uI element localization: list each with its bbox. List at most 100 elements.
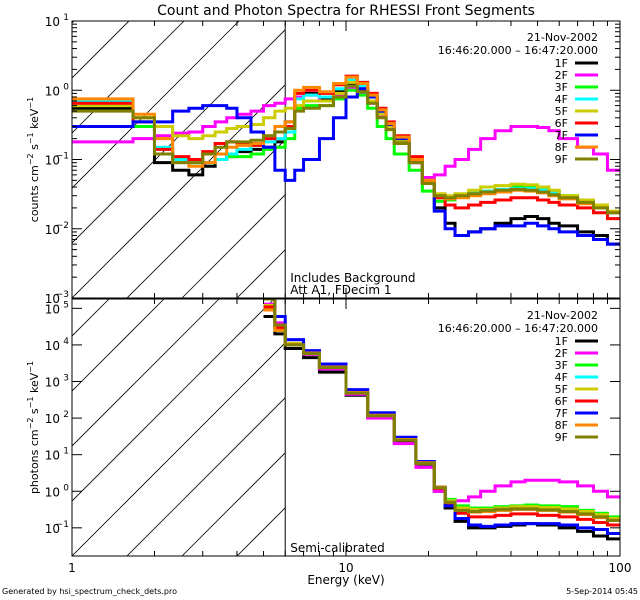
legend-label: 6F — [555, 117, 568, 130]
legend-label: 6F — [555, 395, 568, 408]
legend-label: 2F — [555, 69, 568, 82]
legend-label: 2F — [555, 347, 568, 360]
annotation-text: Semi-calibrated — [290, 541, 385, 555]
hatch-region — [72, 299, 640, 556]
series-group — [72, 74, 620, 246]
footer-generated-by: Generated by hsi_spectrum_check_dets.pro — [2, 587, 177, 596]
y-axis-label: photons cm−2 s−1 keV−1 — [26, 361, 41, 494]
hatch-line — [402, 21, 640, 298]
hatch-line — [292, 21, 569, 298]
annotation-text: Att A1, FDecim 1 — [290, 283, 391, 297]
series-line-7F — [263, 299, 620, 536]
y-axis-label-part: keV — [28, 108, 41, 132]
hatch-line — [126, 139, 286, 298]
hatch-line — [236, 249, 286, 298]
y-tick-label-exponent: 0 — [63, 483, 69, 493]
legend-label: 7F — [555, 407, 568, 420]
y-tick-label: 10 — [45, 339, 60, 353]
time-range-label: 16:46:20.000 – 16:47:20.000 — [438, 44, 598, 57]
legend-label: 4F — [555, 93, 568, 106]
y-axis-label-part: counts cm — [28, 165, 41, 222]
hatch-line — [72, 342, 286, 556]
y-tick-label: 10 — [45, 302, 60, 316]
y-axis-label-part: photons cm — [28, 429, 41, 494]
y-tick-label-exponent: 2 — [63, 410, 69, 420]
chart-title: Count and Photon Spectra for RHESSI Fron… — [157, 3, 535, 19]
series-line-7F — [72, 87, 620, 246]
y-tick-label: 10 — [45, 223, 60, 237]
y-tick-label: 10 — [45, 292, 60, 306]
y-tick-label: 10 — [45, 154, 60, 168]
y-axis-label-exponent: −1 — [26, 132, 35, 144]
hatch-line — [181, 452, 286, 556]
date-label: 21-Nov-2002 — [527, 31, 598, 44]
hatch-line — [236, 507, 286, 556]
hatch-line — [622, 21, 640, 298]
legend-label: 9F — [555, 431, 568, 444]
y-tick-label-exponent: −3 — [56, 290, 69, 300]
hatch-line — [622, 299, 640, 556]
hatch-line — [72, 299, 110, 337]
y-tick-label-exponent: 4 — [63, 337, 69, 347]
y-axis-label-part: s — [28, 144, 41, 153]
x-tick-label: 100 — [609, 561, 632, 575]
y-tick-label: 10 — [45, 522, 60, 536]
y-tick-label-exponent: −2 — [56, 221, 69, 231]
hatch-line — [72, 299, 165, 392]
hatch-line — [72, 21, 185, 134]
x-tick-label: 10 — [338, 561, 353, 575]
hatch-line — [181, 194, 286, 298]
plot-frame — [71, 298, 621, 557]
legend-label: 3F — [555, 359, 568, 372]
legend-label: 3F — [555, 81, 568, 94]
x-axis-label: Energy (keV) — [307, 573, 384, 587]
legend-label: 1F — [555, 335, 568, 348]
y-axis-label-part: s — [28, 408, 41, 417]
y-tick-label: 10 — [45, 485, 60, 499]
y-tick-label-exponent: 3 — [63, 374, 69, 384]
series-line-9F — [263, 299, 620, 522]
time-range-label: 16:46:20.000 – 16:47:20.000 — [438, 322, 598, 335]
y-tick-label-exponent: −1 — [56, 152, 69, 162]
date-label: 21-Nov-2002 — [527, 309, 598, 322]
y-axis-label-exponent: −2 — [26, 153, 35, 165]
hatch-line — [72, 21, 240, 189]
y-axis-label-part: keV — [28, 372, 41, 396]
series-line-5F — [72, 80, 620, 213]
y-axis-label-exponent: −1 — [26, 97, 35, 109]
hatch-line — [0, 21, 19, 298]
y-tick-label: 10 — [45, 84, 60, 98]
legend-label: 8F — [555, 419, 568, 432]
hatch-line — [72, 299, 220, 447]
y-axis-label-exponent: −2 — [26, 418, 35, 430]
y-tick-label: 10 — [45, 376, 60, 390]
hatch-line — [72, 84, 286, 298]
y-tick-label-exponent: 1 — [63, 13, 69, 23]
y-axis-label-exponent: −1 — [26, 397, 35, 409]
hatch-line — [72, 299, 275, 502]
y-tick-label-exponent: −1 — [56, 520, 69, 530]
x-tick-label: 1 — [68, 561, 76, 575]
y-tick-label-exponent: 1 — [63, 447, 69, 457]
legend-label: 5F — [555, 105, 568, 118]
annotation-text: Includes Background — [290, 271, 415, 285]
y-tick-label-exponent: 5 — [63, 300, 69, 310]
hatch-line — [126, 397, 286, 556]
legend-label: 4F — [555, 371, 568, 384]
y-axis-label: counts cm−2 s−1 keV−1 — [26, 97, 41, 222]
y-tick-label: 10 — [45, 449, 60, 463]
legend-label: 7F — [555, 129, 568, 142]
y-tick-label: 10 — [45, 15, 60, 29]
hatch-line — [72, 21, 130, 79]
footer-timestamp: 5-Sep-2014 05:45 — [566, 587, 638, 596]
series-line-9F — [72, 84, 620, 215]
series-group — [263, 299, 620, 541]
legend-label: 8F — [555, 141, 568, 154]
y-tick-label-exponent: 0 — [63, 82, 69, 92]
hatch-line — [292, 299, 549, 556]
legend-label: 5F — [555, 383, 568, 396]
hatch-region — [0, 21, 640, 298]
